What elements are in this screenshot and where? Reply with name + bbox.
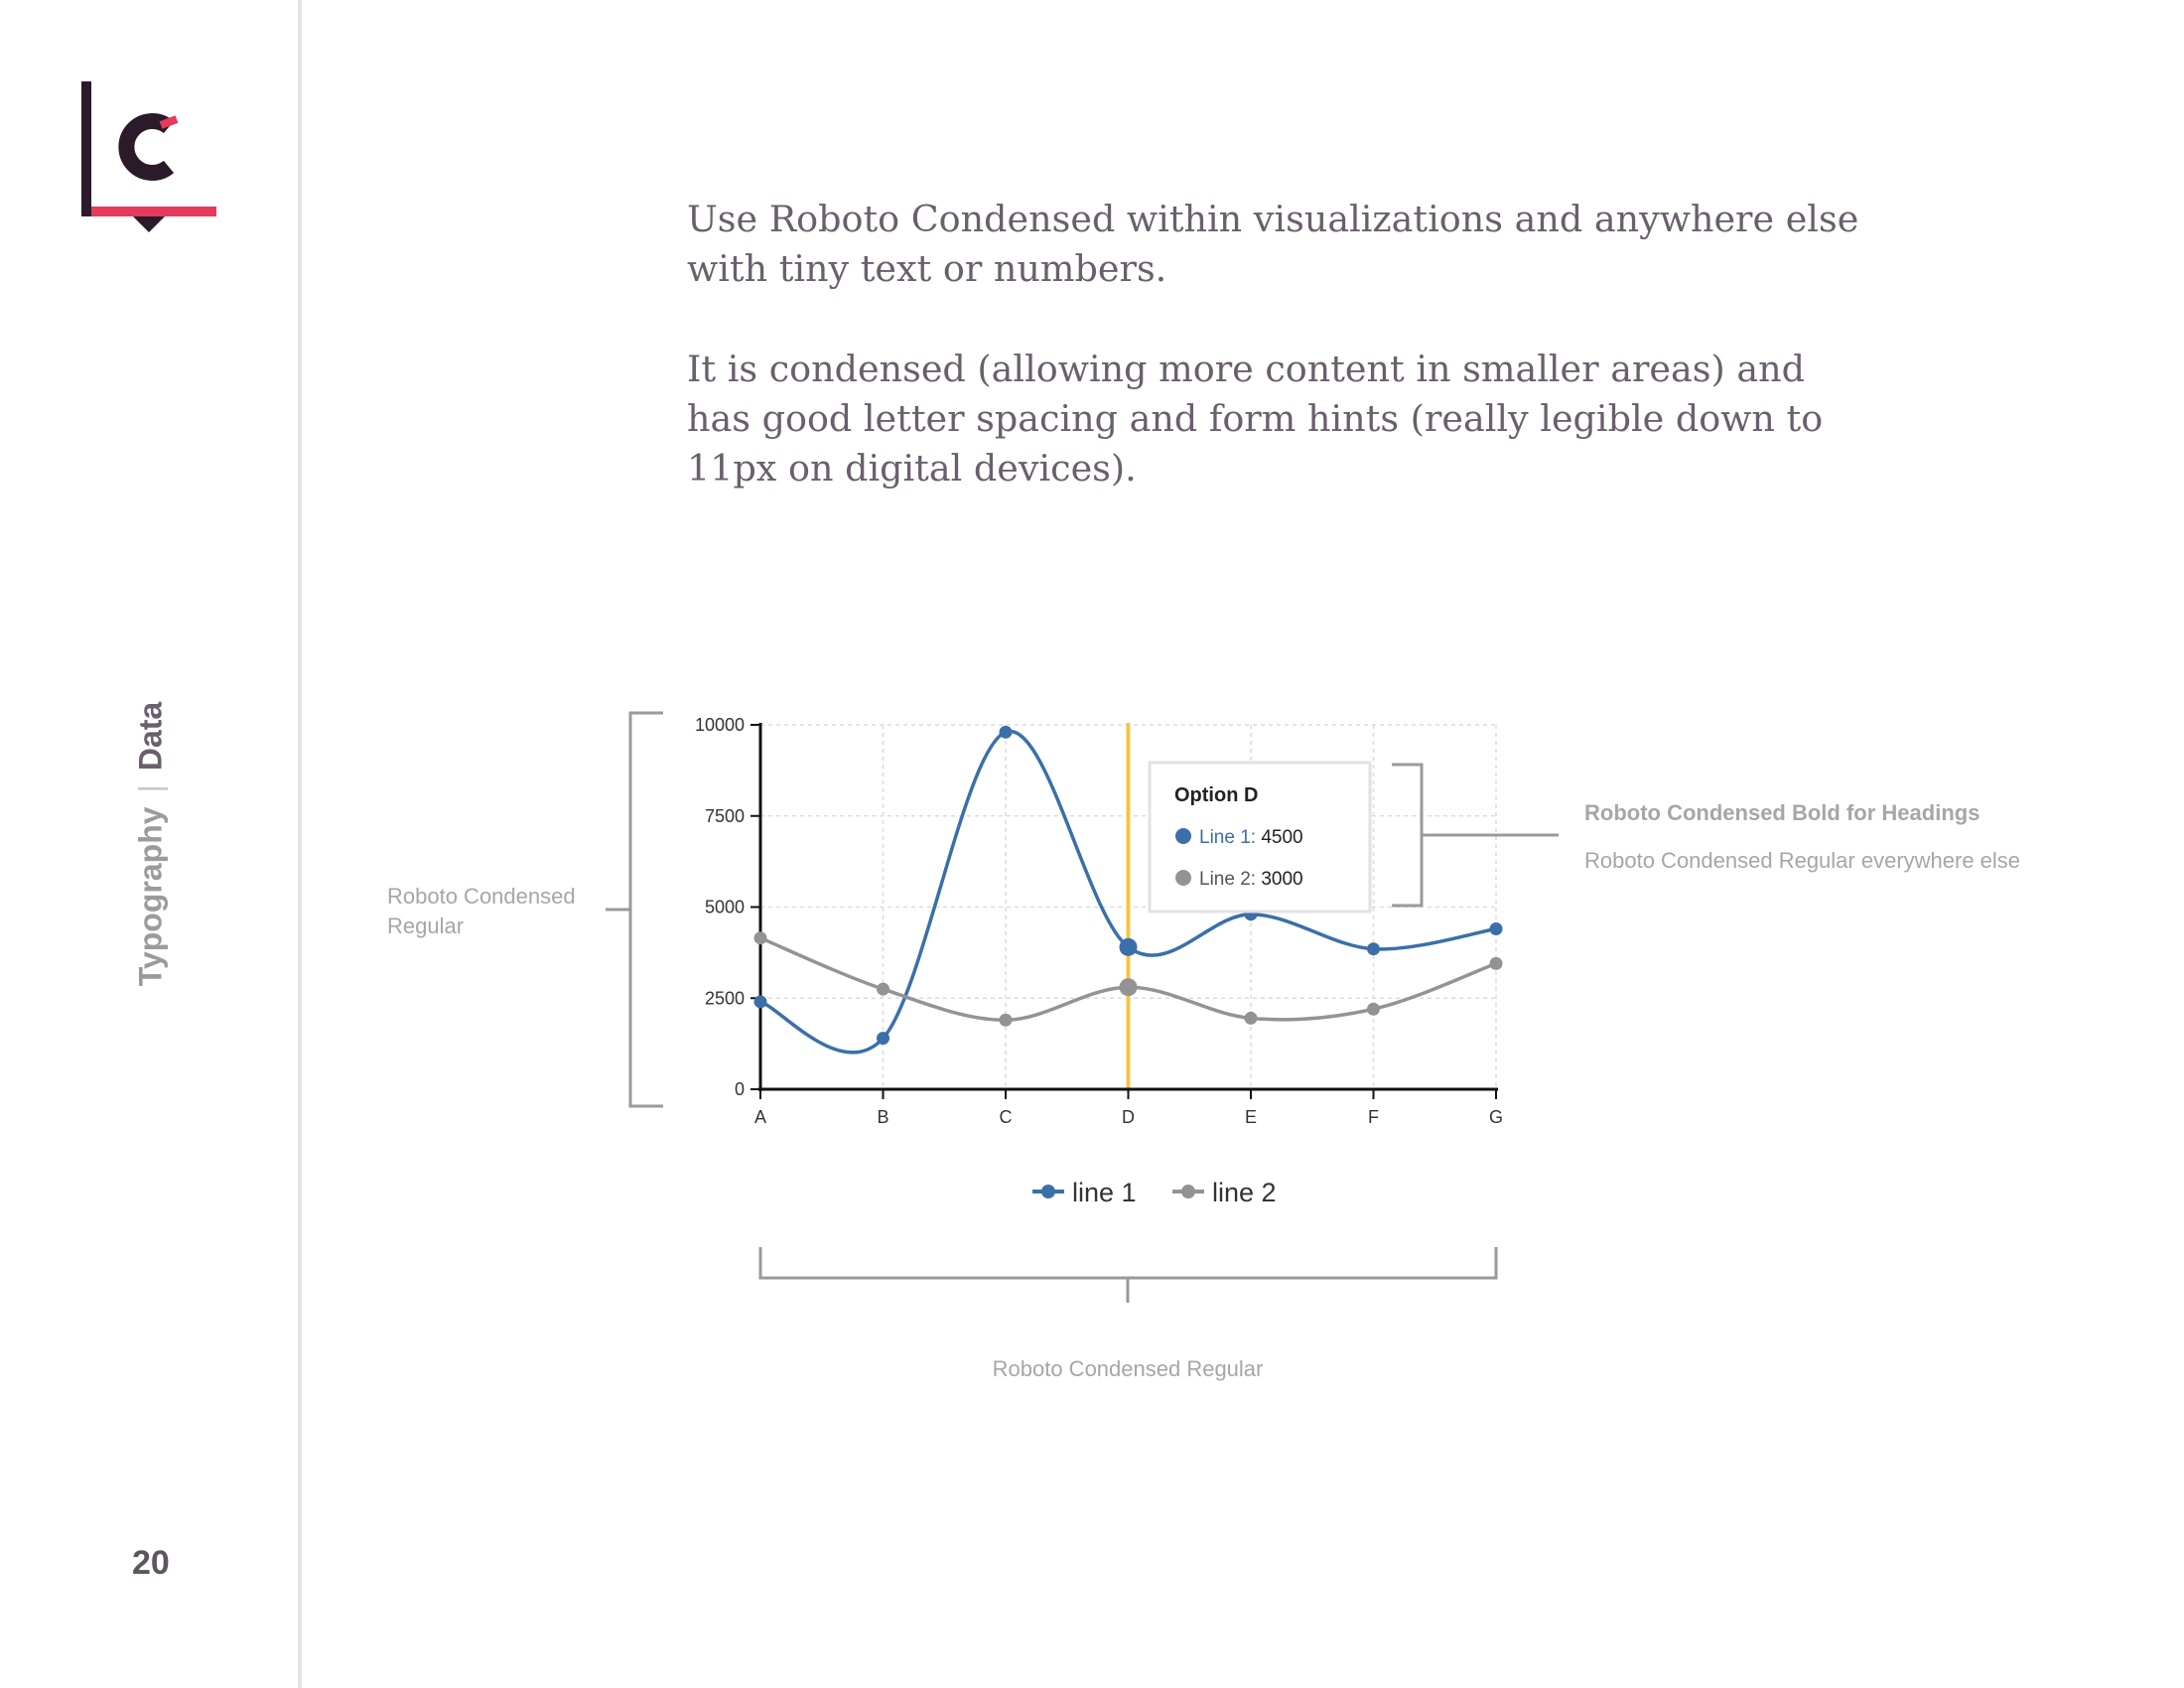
y-tick-label: 7500 — [705, 806, 745, 826]
series-2-point — [1244, 1011, 1258, 1025]
chart-axes — [751, 723, 1498, 1099]
annotation-brackets — [606, 711, 1559, 1303]
y-tick-label: 2500 — [705, 988, 745, 1008]
tooltip: Option D Line 1: 4500 Line 2: 3000 — [1148, 761, 1372, 914]
heading-annotation: Roboto Condensed Bold for Headings — [1584, 800, 1979, 825]
chart-series — [753, 725, 1503, 1055]
legend: line 1 line 2 — [1032, 1178, 1277, 1207]
series-1-point — [1119, 937, 1138, 956]
y-tick-label: 5000 — [705, 898, 745, 917]
brand-logo — [81, 81, 216, 232]
intro-paragraph-2: It is condensed (allowing more content i… — [687, 348, 1824, 490]
series-2-point — [877, 982, 889, 996]
sidebar-divider — [298, 0, 302, 1688]
intro-text: Use Roboto Condensed within visualizatio… — [687, 195, 1878, 544]
tooltip-line2-dot — [1175, 870, 1191, 886]
x-tick-label: G — [1489, 1107, 1503, 1127]
series-1-point — [1367, 942, 1380, 956]
tooltip-title: Option D — [1174, 784, 1258, 806]
x-tick-label: F — [1368, 1107, 1379, 1127]
page-number: 20 — [132, 1544, 170, 1582]
y-tick-label: 0 — [735, 1079, 745, 1099]
legend-line2-label: line 2 — [1212, 1178, 1277, 1207]
series-2-point — [1367, 1002, 1380, 1016]
series-2-point — [1119, 978, 1138, 997]
tooltip-bracket — [1392, 763, 1424, 908]
x-tick-label: E — [1245, 1107, 1257, 1127]
series-2-point — [999, 1013, 1013, 1027]
bottom-bracket — [758, 1247, 1498, 1280]
legend-line2-dot — [1181, 1185, 1195, 1198]
x-tick-label: B — [877, 1107, 888, 1127]
tooltip-line2-value: 3000 — [1261, 869, 1302, 890]
tooltip-line1-key: Line 1: — [1199, 827, 1256, 848]
series-1-point — [1489, 922, 1503, 936]
series-1-point — [877, 1032, 889, 1046]
left-bracket — [628, 711, 663, 1108]
tooltip-line2-key: Line 2: — [1199, 869, 1256, 890]
bottom-annotation: Roboto Condensed Regular — [993, 1356, 1264, 1381]
series-1-point — [999, 725, 1013, 739]
y-tick-labels: 0 2500 5000 7500 10000 — [695, 715, 745, 1099]
legend-line1-label: line 1 — [1072, 1178, 1137, 1207]
series-2-point — [1489, 956, 1503, 970]
tooltip-line2-label: Line 2: 3000 — [1199, 869, 1303, 890]
series-1-point — [753, 995, 767, 1009]
x-tick-label: D — [1122, 1107, 1135, 1127]
tooltip-line1-value: 4500 — [1261, 827, 1302, 848]
tooltip-box — [1148, 761, 1372, 914]
x-tick-labels: A B C D E F G — [754, 1107, 1503, 1127]
x-tick-label: C — [1000, 1107, 1013, 1127]
legend-line1-dot — [1041, 1185, 1055, 1198]
body-annotation: Roboto Condensed Regular everywhere else — [1584, 848, 2020, 873]
tooltip-line1-dot — [1175, 828, 1191, 844]
y-tick-label: 10000 — [695, 715, 745, 735]
intro-paragraph-1: Use Roboto Condensed within visualizatio… — [687, 198, 1859, 290]
series-2-point — [753, 931, 767, 945]
x-tick-label: A — [754, 1107, 766, 1127]
tooltip-line1-label: Line 1: 4500 — [1199, 827, 1303, 848]
left-annotation-line2: Regular — [387, 914, 464, 938]
left-annotation-line1: Roboto Condensed — [387, 884, 576, 909]
